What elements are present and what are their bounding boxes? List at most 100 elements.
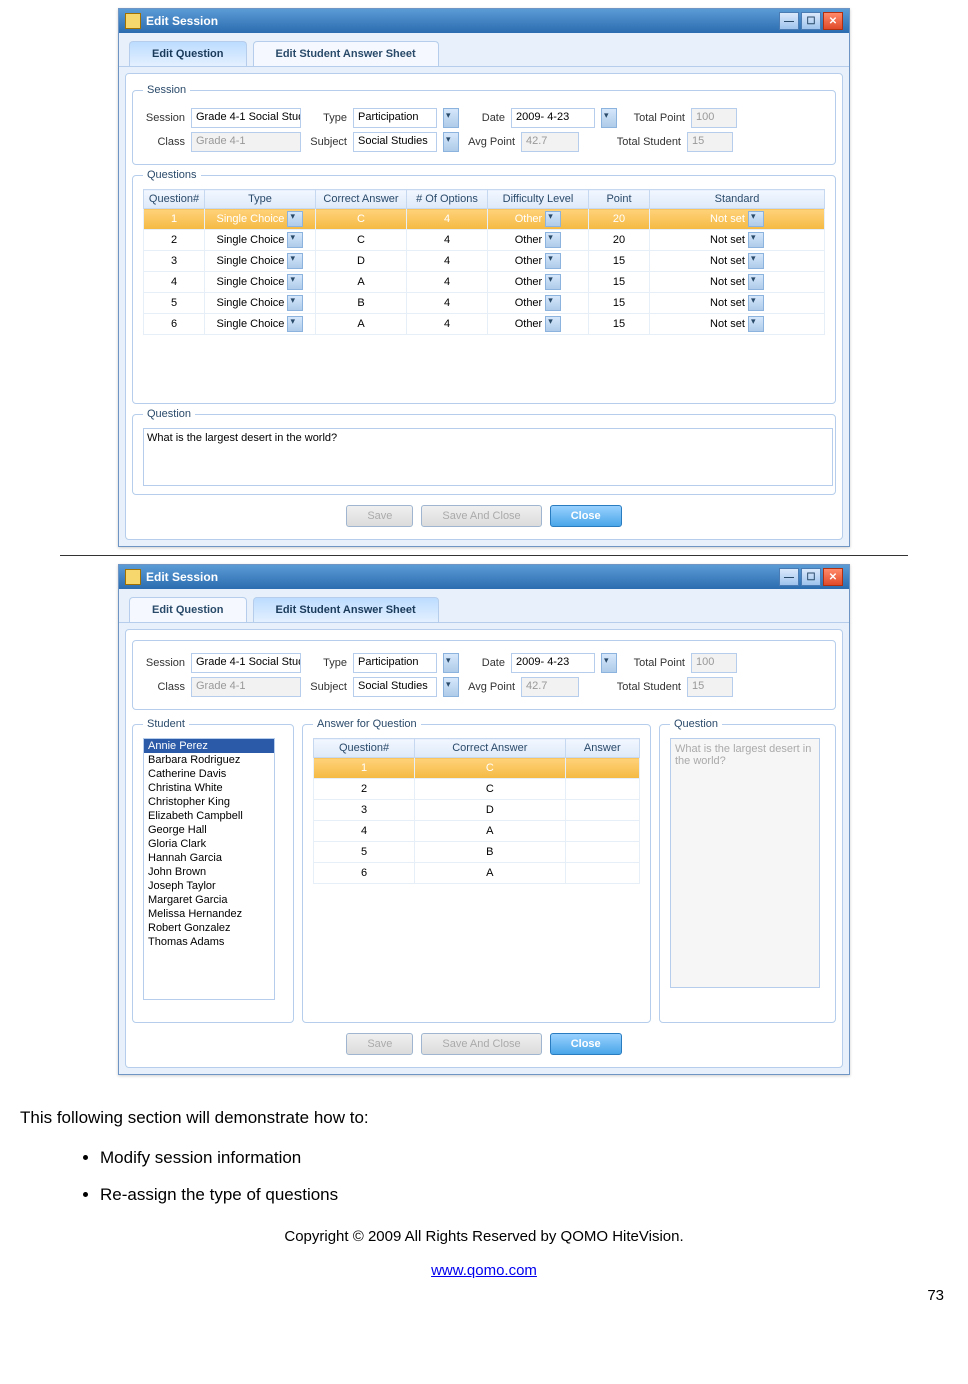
date-field[interactable]: 2009- 4-23 bbox=[511, 108, 595, 128]
question-preview: What is the largest desert in the world? bbox=[670, 738, 820, 988]
table-row[interactable]: 1Single Choice C4Other 20Not set bbox=[144, 209, 825, 230]
col-point: Point bbox=[589, 190, 650, 209]
app-icon bbox=[125, 13, 141, 29]
question-text-fieldset: Question What is the largest desert in t… bbox=[132, 408, 836, 495]
question-legend: Question bbox=[670, 718, 722, 730]
type-dropdown-icon[interactable] bbox=[443, 653, 459, 673]
table-row[interactable]: 2C bbox=[314, 779, 640, 800]
save-button[interactable]: Save bbox=[346, 1033, 413, 1055]
save-button[interactable]: Save bbox=[346, 505, 413, 527]
label-total-point: Total Point bbox=[623, 657, 685, 669]
table-row[interactable]: 6A bbox=[314, 863, 640, 884]
date-dropdown-icon[interactable] bbox=[601, 653, 617, 673]
tab-edit-question[interactable]: Edit Question bbox=[129, 41, 247, 66]
student-item[interactable]: Christopher King bbox=[144, 795, 274, 809]
maximize-button[interactable]: ☐ bbox=[801, 12, 821, 30]
save-close-button[interactable]: Save And Close bbox=[421, 505, 541, 527]
close-button[interactable]: ✕ bbox=[823, 12, 843, 30]
student-item[interactable]: Joseph Taylor bbox=[144, 879, 274, 893]
close-button[interactable]: Close bbox=[550, 505, 622, 527]
subject-dropdown-icon[interactable] bbox=[443, 132, 459, 152]
question-text[interactable]: What is the largest desert in the world? bbox=[143, 428, 833, 486]
class-field: Grade 4-1 bbox=[191, 132, 301, 152]
question-preview-fieldset: Question What is the largest desert in t… bbox=[659, 718, 836, 1023]
maximize-button[interactable]: ☐ bbox=[801, 568, 821, 586]
table-row[interactable]: 1C bbox=[314, 758, 640, 779]
label-total-point: Total Point bbox=[623, 112, 685, 124]
answer-fieldset: Answer for Question Question# Correct An… bbox=[302, 718, 651, 1023]
student-item[interactable]: Elizabeth Campbell bbox=[144, 809, 274, 823]
type-field[interactable]: Participation bbox=[353, 653, 437, 673]
tab-edit-student-answer-sheet[interactable]: Edit Student Answer Sheet bbox=[253, 41, 439, 66]
date-field[interactable]: 2009- 4-23 bbox=[511, 653, 595, 673]
close-button[interactable]: ✕ bbox=[823, 568, 843, 586]
class-field: Grade 4-1 bbox=[191, 677, 301, 697]
session-legend: Session bbox=[143, 84, 190, 96]
label-avg: Avg Point bbox=[465, 681, 515, 693]
student-item[interactable]: Hannah Garcia bbox=[144, 851, 274, 865]
student-item[interactable]: Thomas Adams bbox=[144, 935, 274, 949]
student-item[interactable]: George Hall bbox=[144, 823, 274, 837]
table-row[interactable]: 4A bbox=[314, 821, 640, 842]
subject-dropdown-icon[interactable] bbox=[443, 677, 459, 697]
questions-fieldset: Questions Question# Type Correct Answer … bbox=[132, 169, 836, 404]
doc-intro: This following section will demonstrate … bbox=[20, 1105, 948, 1131]
minimize-button[interactable]: — bbox=[779, 12, 799, 30]
titlebar[interactable]: Edit Session — ☐ ✕ bbox=[119, 9, 849, 33]
table-row[interactable]: 5B bbox=[314, 842, 640, 863]
page-number: 73 bbox=[10, 1287, 958, 1312]
session-fieldset: Session Session Grade 4-1 Social Stud Ty… bbox=[132, 84, 836, 165]
student-legend: Student bbox=[143, 718, 189, 730]
titlebar[interactable]: Edit Session — ☐ ✕ bbox=[119, 565, 849, 589]
edit-session-window-1: Edit Session — ☐ ✕ Edit Question Edit St… bbox=[118, 8, 850, 547]
col-correct-answer: Correct Answer bbox=[316, 190, 407, 209]
label-date: Date bbox=[465, 657, 505, 669]
table-row[interactable]: 3D bbox=[314, 800, 640, 821]
label-type: Type bbox=[307, 657, 347, 669]
student-item[interactable]: John Brown bbox=[144, 865, 274, 879]
website-link[interactable]: www.qomo.com bbox=[431, 1262, 537, 1279]
student-item[interactable]: Robert Gonzalez bbox=[144, 921, 274, 935]
close-button[interactable]: Close bbox=[550, 1033, 622, 1055]
tab-edit-question[interactable]: Edit Question bbox=[129, 597, 247, 622]
window-title: Edit Session bbox=[146, 570, 218, 584]
tab-edit-student-answer-sheet[interactable]: Edit Student Answer Sheet bbox=[253, 597, 439, 622]
col-answer: Answer bbox=[565, 739, 639, 758]
session-fieldset: Session Grade 4-1 Social Stud Type Parti… bbox=[132, 640, 836, 710]
table-row[interactable]: 6Single Choice A4Other 15Not set bbox=[144, 314, 825, 335]
app-icon bbox=[125, 569, 141, 585]
student-item[interactable]: Melissa Hernandez bbox=[144, 907, 274, 921]
subject-field[interactable]: Social Studies bbox=[353, 677, 437, 697]
col-difficulty: Difficulty Level bbox=[488, 190, 589, 209]
student-item[interactable]: Christina White bbox=[144, 781, 274, 795]
label-class: Class bbox=[143, 681, 185, 693]
save-close-button[interactable]: Save And Close bbox=[421, 1033, 541, 1055]
student-item[interactable]: Catherine Davis bbox=[144, 767, 274, 781]
bullet-modify-session: Modify session information bbox=[100, 1145, 948, 1171]
col-number: Question# bbox=[144, 190, 205, 209]
table-row[interactable]: 2Single Choice C4Other 20Not set bbox=[144, 230, 825, 251]
table-row[interactable]: 3Single Choice D4Other 15Not set bbox=[144, 251, 825, 272]
window-title: Edit Session bbox=[146, 14, 218, 28]
type-dropdown-icon[interactable] bbox=[443, 108, 459, 128]
avg-point-field: 42.7 bbox=[521, 132, 579, 152]
student-item[interactable]: Barbara Rodriguez bbox=[144, 753, 274, 767]
table-row[interactable]: 4Single Choice A4Other 15Not set bbox=[144, 272, 825, 293]
edit-session-window-2: Edit Session — ☐ ✕ Edit Question Edit St… bbox=[118, 564, 850, 1075]
subject-field[interactable]: Social Studies bbox=[353, 132, 437, 152]
date-dropdown-icon[interactable] bbox=[601, 108, 617, 128]
student-list[interactable]: Annie PerezBarbara RodriguezCatherine Da… bbox=[143, 738, 275, 1000]
student-item[interactable]: Annie Perez bbox=[144, 739, 274, 753]
student-item[interactable]: Gloria Clark bbox=[144, 837, 274, 851]
minimize-button[interactable]: — bbox=[779, 568, 799, 586]
questions-legend: Questions bbox=[143, 169, 201, 181]
session-field[interactable]: Grade 4-1 Social Stud bbox=[191, 108, 301, 128]
student-item[interactable]: Margaret Garcia bbox=[144, 893, 274, 907]
bullet-reassign-type: Re-assign the type of questions bbox=[100, 1182, 948, 1208]
type-field[interactable]: Participation bbox=[353, 108, 437, 128]
session-field[interactable]: Grade 4-1 Social Stud bbox=[191, 653, 301, 673]
answers-table: Question# Correct Answer Answer 1C2C3D4A… bbox=[313, 738, 640, 884]
label-total-student: Total Student bbox=[585, 136, 681, 148]
table-row[interactable]: 5Single Choice B4Other 15Not set bbox=[144, 293, 825, 314]
answer-legend: Answer for Question bbox=[313, 718, 421, 730]
